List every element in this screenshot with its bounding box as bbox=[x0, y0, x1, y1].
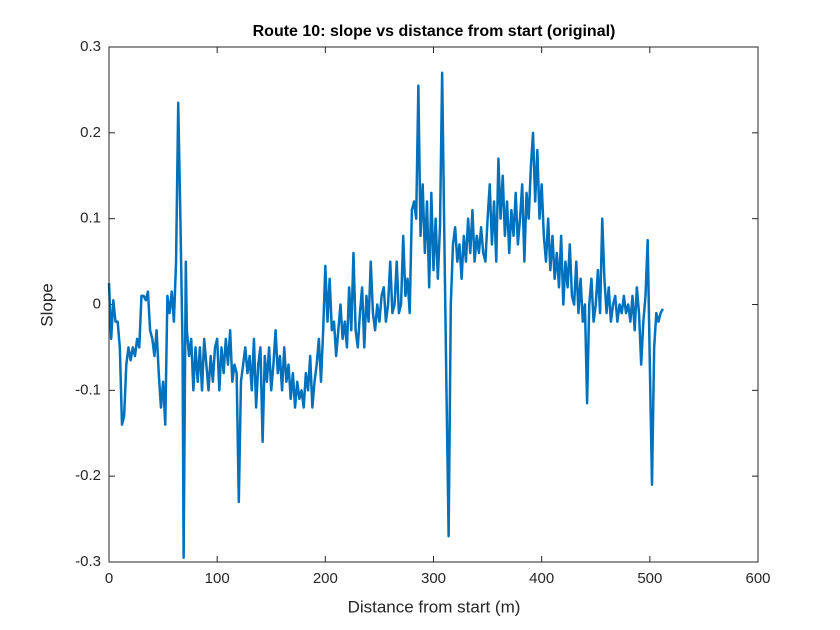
y-axis-label: Slope bbox=[37, 283, 56, 326]
x-tick-label: 0 bbox=[105, 570, 113, 587]
x-tick-label: 400 bbox=[529, 570, 554, 587]
x-tick-label: 100 bbox=[205, 570, 230, 587]
y-tick-label: 0.1 bbox=[80, 210, 101, 227]
data-line bbox=[107, 71, 664, 559]
x-tick-label: 500 bbox=[637, 570, 662, 587]
y-tick-label: -0.1 bbox=[75, 381, 101, 398]
y-tick-label: 0 bbox=[93, 295, 101, 312]
y-tick-label: 0.2 bbox=[80, 124, 101, 141]
y-tick-label: 0.3 bbox=[80, 38, 101, 55]
x-tick-label: 300 bbox=[421, 570, 446, 587]
axes-box bbox=[108, 46, 759, 563]
x-tick-label: 600 bbox=[745, 570, 770, 587]
chart-title: Route 10: slope vs distance from start (… bbox=[253, 23, 616, 40]
x-axis-label: Distance from start (m) bbox=[348, 597, 521, 616]
y-tick-label: -0.2 bbox=[75, 467, 101, 484]
y-tick-label: -0.3 bbox=[75, 553, 101, 570]
plot-area bbox=[109, 47, 758, 562]
x-tick-label: 200 bbox=[313, 570, 338, 587]
